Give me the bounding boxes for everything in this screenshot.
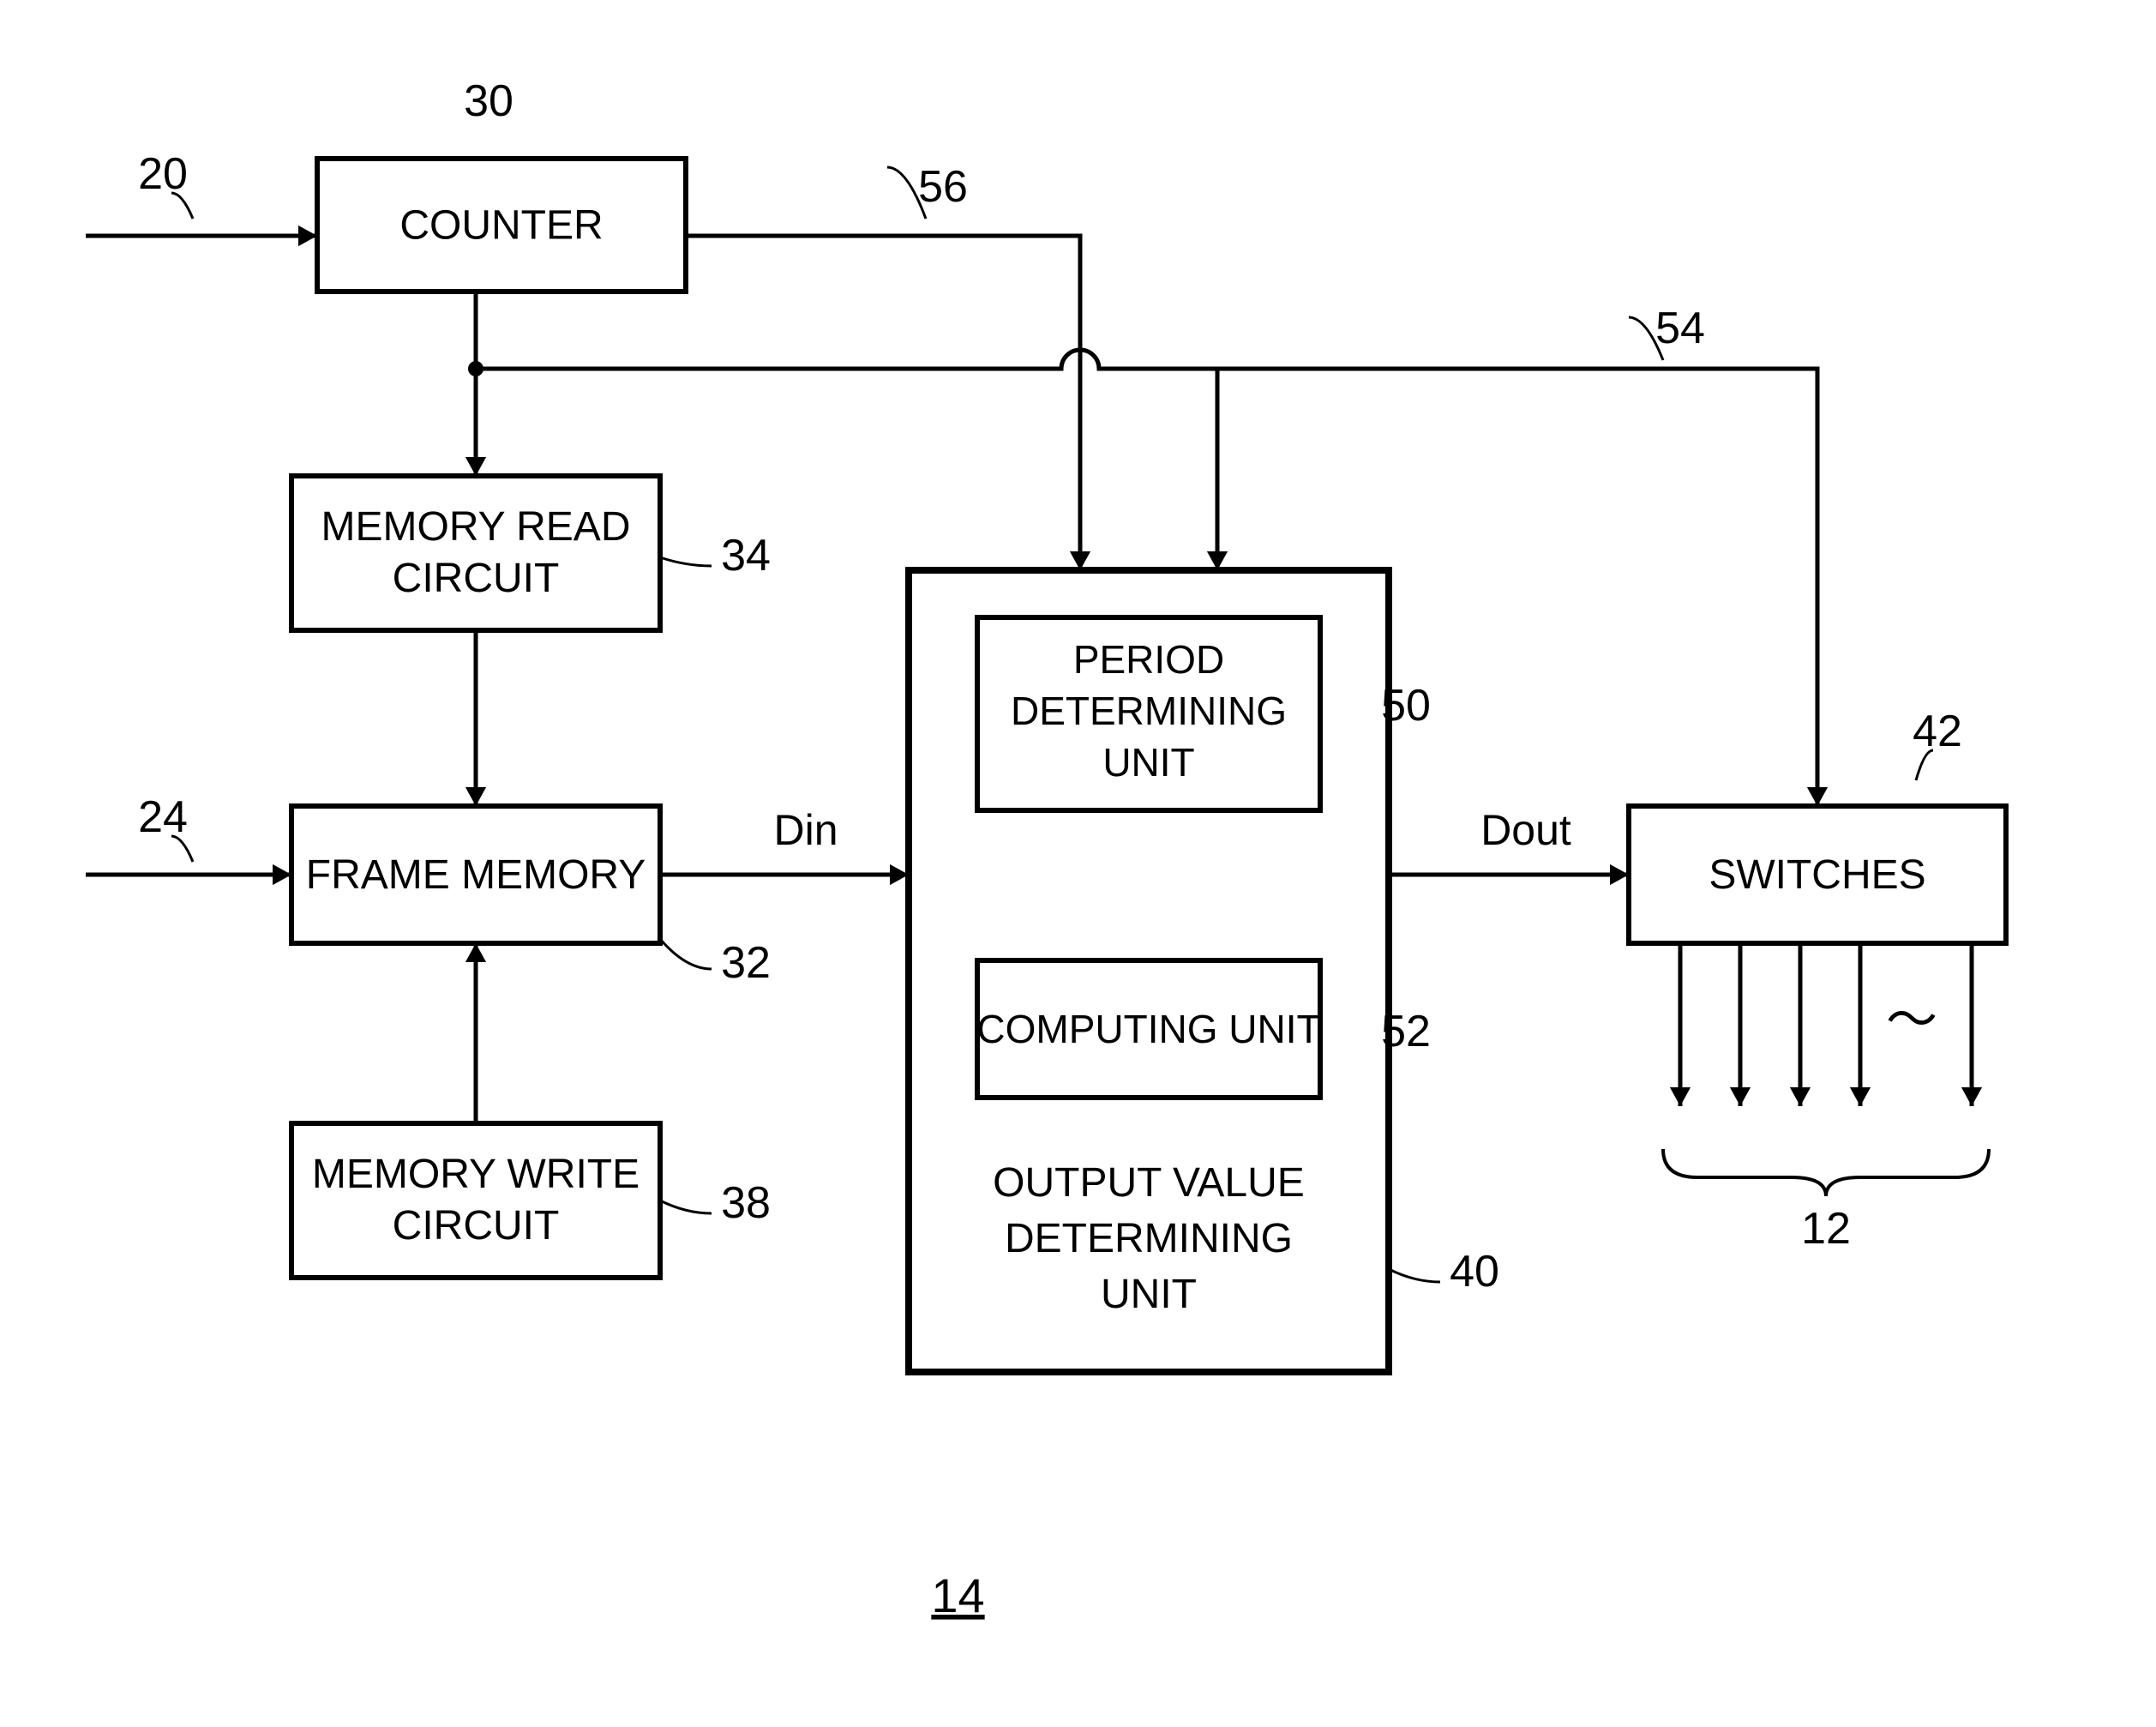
svg-text:24: 24: [138, 792, 188, 842]
svg-text:MEMORY READ: MEMORY READ: [321, 504, 631, 550]
svg-text:40: 40: [1450, 1247, 1499, 1297]
svg-text:COUNTER: COUNTER: [399, 203, 603, 249]
svg-text:COMPUTING UNIT: COMPUTING UNIT: [976, 1007, 1320, 1051]
svg-text:34: 34: [721, 531, 771, 581]
svg-text:CIRCUIT: CIRCUIT: [393, 1203, 560, 1249]
svg-text:20: 20: [138, 149, 188, 199]
svg-text:CIRCUIT: CIRCUIT: [393, 556, 560, 601]
svg-text:UNIT: UNIT: [1101, 1272, 1197, 1317]
svg-text:12: 12: [1801, 1204, 1851, 1254]
svg-text:SWITCHES: SWITCHES: [1709, 852, 1925, 898]
svg-text:OUTPUT VALUE: OUTPUT VALUE: [993, 1160, 1305, 1206]
svg-text:PERIOD: PERIOD: [1073, 637, 1224, 682]
svg-text:FRAME MEMORY: FRAME MEMORY: [306, 852, 646, 898]
svg-text:30: 30: [464, 76, 513, 126]
svg-text:54: 54: [1655, 304, 1705, 353]
svg-text:42: 42: [1913, 707, 1962, 756]
svg-text:14: 14: [931, 1568, 984, 1622]
svg-text:DETERMINING: DETERMINING: [1005, 1216, 1293, 1261]
svg-text:32: 32: [721, 938, 771, 988]
svg-text:DETERMINING: DETERMINING: [1011, 689, 1287, 733]
svg-text:52: 52: [1381, 1007, 1431, 1056]
svg-text:UNIT: UNIT: [1102, 740, 1194, 785]
svg-text:Dout: Dout: [1480, 806, 1571, 854]
svg-text:56: 56: [918, 162, 968, 212]
svg-text:38: 38: [721, 1178, 771, 1228]
svg-text:Din: Din: [773, 806, 838, 854]
svg-text:50: 50: [1381, 681, 1431, 731]
svg-text:MEMORY WRITE: MEMORY WRITE: [312, 1152, 640, 1197]
svg-text:～: ～: [1886, 991, 1937, 1049]
